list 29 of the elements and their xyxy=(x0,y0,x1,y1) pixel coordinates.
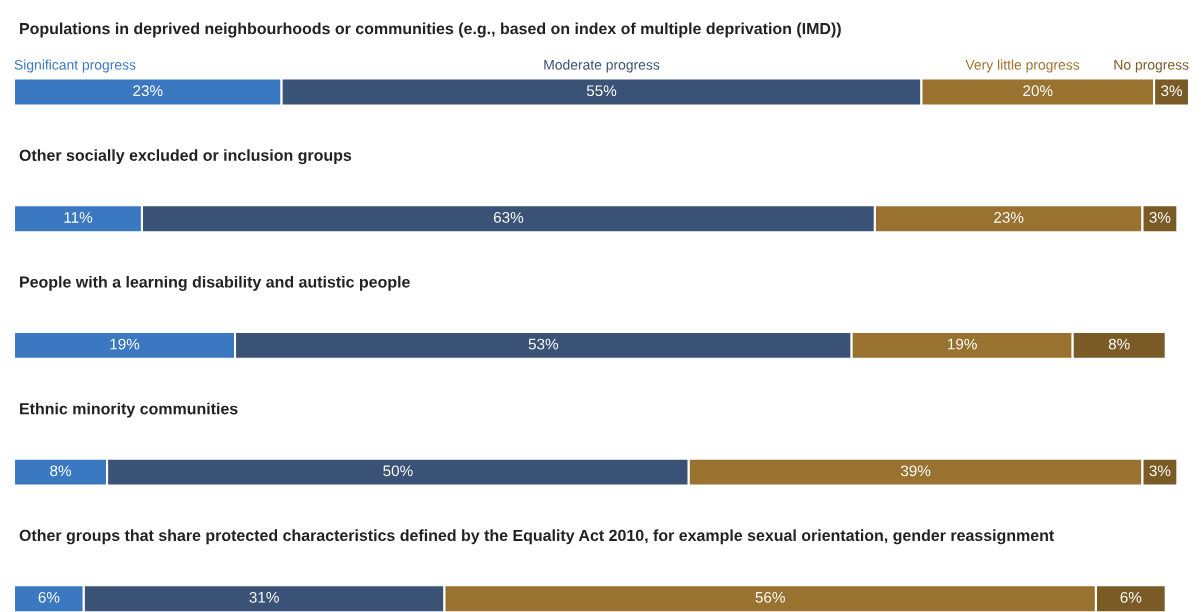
series-label: No progress xyxy=(1114,60,1189,73)
y-tick-label: Other socially excluded or inclusion groups xyxy=(19,149,352,165)
data-label: 19% xyxy=(948,338,977,350)
data-label: 63% xyxy=(493,211,524,223)
data-label: 53% xyxy=(528,338,559,350)
data-label: 3% xyxy=(1149,465,1171,477)
data-label: 39% xyxy=(900,465,931,477)
data-label: 8% xyxy=(50,465,72,477)
data-label: 23% xyxy=(994,211,1024,223)
data-label: 6% xyxy=(1120,591,1142,603)
data-label: 6% xyxy=(38,591,60,603)
y-tick-label: Other groups that share protected characteristics defined by the Equality Act 2010, for example sexual orientation, gender reassignment xyxy=(19,529,1055,545)
y-tick-label: Populations in deprived neighbourhoods or communities (e.g., based on index of multiple deprivation (IMD)) xyxy=(20,22,841,38)
y-tick-label: Ethnic minority communities xyxy=(20,402,238,418)
data-label: 50% xyxy=(383,465,413,477)
data-label: 55% xyxy=(586,85,617,97)
data-label: 23% xyxy=(133,85,163,97)
data-label: 19% xyxy=(110,338,140,350)
y-tick-label: People with a learning disability and autistic people xyxy=(20,275,410,291)
data-label: 31% xyxy=(249,591,279,603)
series-label: Moderate progress xyxy=(544,59,660,73)
data-label: 56% xyxy=(755,591,785,603)
data-label: 8% xyxy=(1108,338,1130,350)
data-label: 11% xyxy=(64,212,93,223)
data-label: 20% xyxy=(1023,85,1053,97)
data-label: 3% xyxy=(1149,211,1171,223)
series-label: Significant progress xyxy=(14,59,136,73)
series-label: Very little progress xyxy=(965,59,1080,73)
data-label: 3% xyxy=(1161,85,1183,97)
